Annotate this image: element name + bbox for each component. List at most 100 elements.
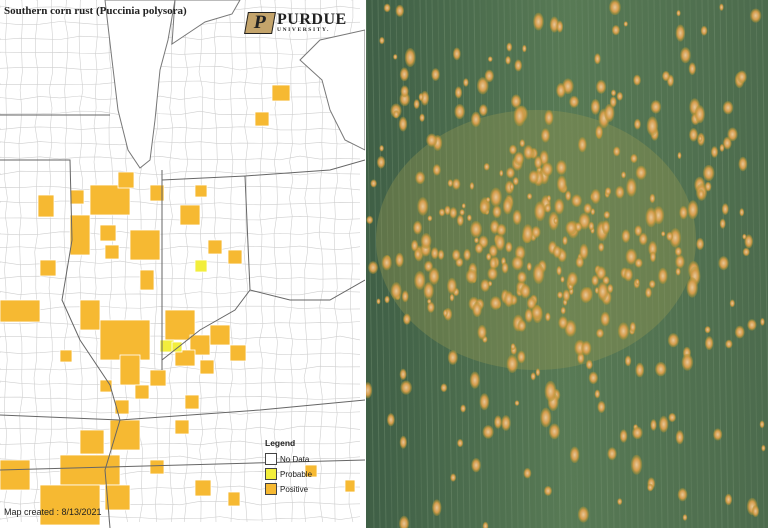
rust-pustule [729, 299, 735, 308]
state-line [244, 159, 365, 177]
county-line [0, 155, 361, 161]
rust-pustule [399, 435, 408, 449]
map-title: Southern corn rust (Puccinia polysora) [4, 5, 187, 17]
disease-map: Southern corn rust (Puccinia polysora) P… [0, 0, 365, 528]
rust-pustule [598, 242, 605, 252]
rust-pustule [492, 205, 502, 219]
rust-pustule [680, 47, 691, 64]
rust-pustule [635, 362, 645, 378]
county-line [0, 231, 361, 236]
rust-pustule [506, 42, 513, 52]
rust-pustule [401, 290, 409, 303]
rust-pustule [479, 200, 490, 215]
leaf-vein [653, 0, 663, 528]
rust-pustule [617, 498, 623, 506]
county-line [0, 396, 361, 401]
rust-pustule [463, 248, 471, 261]
rust-pustule [470, 111, 481, 128]
rust-pustule [648, 240, 658, 257]
rust-pustule [626, 178, 637, 197]
rust-pustule [562, 235, 568, 246]
rust-pustule [571, 194, 582, 208]
county-line [48, 0, 53, 523]
rust-pustule [420, 233, 432, 249]
county-line [0, 350, 361, 355]
leaf-vein [707, 0, 717, 528]
leaf-vein [413, 0, 423, 528]
rust-pustule [411, 239, 419, 252]
purdue-logo: P PURDUE UNIVERSITY. [244, 11, 347, 34]
rust-pustule [517, 271, 527, 284]
rust-pustule [484, 69, 494, 83]
rust-pustule [617, 322, 630, 340]
rust-pustule [649, 251, 657, 263]
rust-pustule [696, 237, 705, 251]
county-line [0, 275, 361, 280]
rust-pustule [442, 309, 448, 317]
rust-pustule [413, 99, 420, 110]
leaf-vein [683, 0, 693, 528]
rust-pustule [630, 153, 638, 164]
rust-pustule [750, 8, 762, 23]
rust-pustule [465, 268, 478, 284]
leaf-vein [431, 0, 441, 528]
rust-pustule [487, 267, 498, 281]
rust-pustule [560, 276, 565, 283]
rust-pustule [738, 156, 748, 172]
rust-pustule [600, 311, 610, 327]
rust-pustule [512, 209, 522, 226]
state-line [0, 159, 121, 421]
map-legend: Legend No Data Probable Positive [265, 438, 312, 498]
rust-pustule [523, 467, 532, 479]
logo-main-text: PURDUE [277, 11, 347, 29]
positive-county [149, 459, 165, 475]
rust-pustule [553, 217, 559, 225]
rust-pustule [427, 298, 432, 305]
rust-pustule [452, 47, 461, 61]
rust-pustule [658, 415, 669, 433]
positive-county [59, 349, 73, 363]
county-line [0, 216, 361, 221]
rust-pustule [501, 415, 511, 431]
rust-pustule [474, 237, 479, 244]
rust-pustule [503, 291, 514, 308]
rust-pustule [552, 245, 562, 259]
rust-pustule [646, 116, 659, 136]
rust-pustule [540, 407, 552, 428]
rust-pustule [447, 350, 458, 365]
rust-pustule [461, 203, 466, 209]
legend-item-positive: Positive [265, 483, 312, 495]
county-line [0, 126, 361, 131]
rust-pustule [619, 429, 628, 443]
rust-pustule [630, 454, 643, 475]
rust-pustule [548, 423, 560, 440]
rust-pustule [655, 361, 667, 377]
rust-pustule [677, 488, 688, 502]
county-line [0, 380, 361, 385]
positive-county [104, 484, 131, 511]
rust-pustule [633, 118, 641, 130]
rust-pustule [417, 197, 429, 216]
rust-pustule [562, 289, 571, 302]
rust-pustule [501, 262, 509, 274]
rust-pustule [526, 193, 533, 200]
positive-county [344, 479, 356, 493]
county-line [0, 95, 361, 101]
rust-pustule [444, 205, 451, 216]
legend-swatch [265, 453, 277, 465]
positive-county [119, 354, 141, 386]
rust-pustule [496, 223, 507, 237]
positive-county [0, 459, 31, 491]
rust-pustule [531, 305, 543, 320]
rust-pustule [535, 368, 541, 377]
county-line [0, 440, 361, 446]
rust-pustule [419, 113, 425, 122]
rust-pustule [506, 354, 519, 373]
rust-pustule [544, 380, 557, 402]
rust-pustule [648, 279, 656, 289]
rust-pustule [624, 355, 632, 367]
rust-pustule [721, 203, 729, 215]
rust-pustule [524, 308, 534, 323]
leaf-vein [761, 0, 768, 430]
rust-pustule [742, 247, 750, 257]
